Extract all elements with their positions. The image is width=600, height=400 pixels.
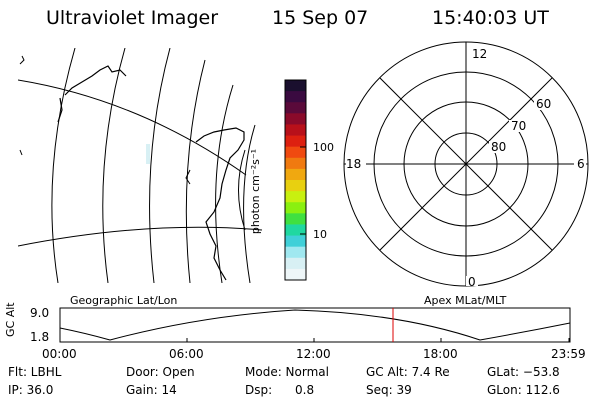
mlt-label-6: 6 [577,157,585,171]
status-ip: IP: 36.0 [8,383,54,397]
orbit-xtick-2359: 23:59 [551,347,586,361]
colorbar-segment [285,268,306,281]
colorbar-segment [285,246,306,259]
status-gc-alt: GC Alt: 7.4 Re [366,365,450,379]
mlt-label-12: 12 [472,47,488,61]
colorbar-segment [285,157,306,170]
geographic-map-title: Geographic Lat/Lon [70,294,178,307]
colorbar-segment [285,191,306,203]
mlt-label-0: 0 [468,275,476,289]
date-label: 15 Sep 07 [272,7,369,29]
orbit-xtick-0600: 06:00 [169,347,204,361]
status-glat: GLat: −53.8 [487,365,560,379]
instrument-title: Ultraviolet Imager [46,7,219,29]
colorbar-segment [285,135,306,148]
polar-map-title: Apex MLat/MLT [424,294,507,307]
orbit-xtick-1800: 18:00 [423,347,458,361]
colorbar-segment [285,124,306,137]
colorbar-segment [285,224,306,237]
mlt-label-18: 18 [346,157,362,171]
status-flt: Flt: LBHL [8,365,62,379]
colorbar-segment [285,235,306,248]
colorbar-tick-10: 10 [313,228,327,241]
colorbar-segment [285,202,306,214]
orbit-ytick-top: 9.0 [30,306,50,320]
status-door: Door: Open [126,365,195,379]
orbit-xtick-0000: 00:00 [42,347,77,361]
status-dsp: Dsp: 0.8 [245,383,315,397]
status-glon: GLon: 112.6 [487,383,560,397]
mlat-label-70: 70 [511,119,527,133]
mlat-label-60: 60 [536,97,552,111]
status-seq: Seq: 39 [366,383,412,397]
colorbar-segment [285,168,306,181]
colorbar-segment [285,91,306,103]
mlat-label-80: 80 [491,140,507,154]
colorbar-segment [285,146,306,159]
colorbar-segment [285,113,306,125]
status-gain: Gain: 14 [126,383,177,397]
colorbar-tick-100: 100 [313,141,334,154]
colorbar-segment [285,180,306,192]
status-mode: Mode: Normal [245,365,329,379]
colorbar-segment [285,102,306,114]
time-label: 15:40:03 UT [432,7,549,29]
orbit-xtick-1200: 12:00 [296,347,331,361]
colorbar-segment [285,80,306,92]
orbit-ylabel: GC Alt [4,302,17,337]
colorbar-segment [285,257,306,270]
orbit-ytick-bottom: 1.8 [30,330,50,344]
colorbar-segment [285,213,306,225]
